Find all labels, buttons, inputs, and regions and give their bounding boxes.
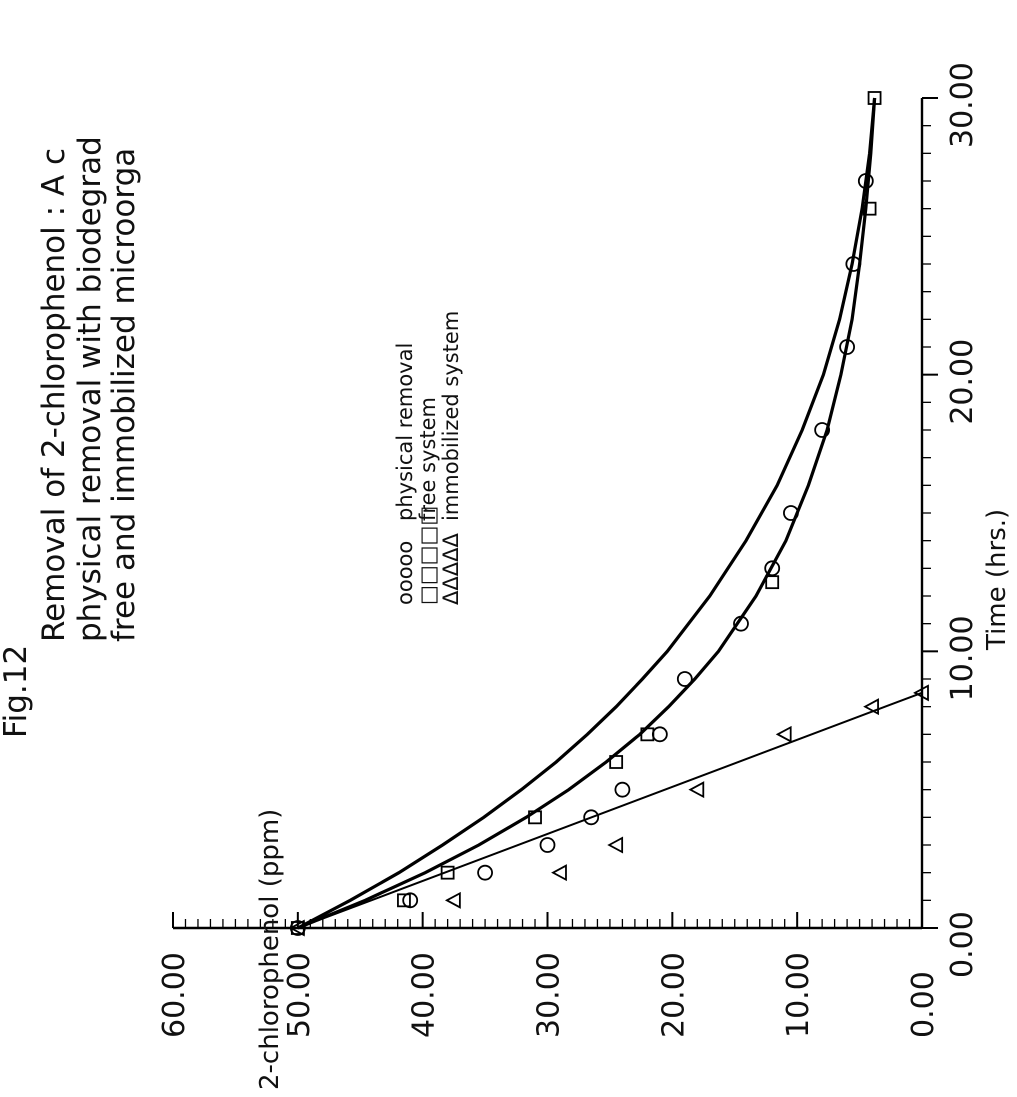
circle-marker — [651, 726, 668, 743]
legend-marker-text: □□□□□ — [416, 506, 440, 605]
ppm-axis-title: 2-chlorophenol (ppm) — [255, 809, 285, 1090]
legend-label: immobilized system — [439, 311, 463, 521]
circle-marker — [839, 339, 855, 355]
square-marker — [867, 91, 882, 105]
triangle-marker — [688, 781, 705, 799]
time-axis-title: Time (hrs.) — [982, 509, 1012, 651]
fit-curve-circle — [297, 97, 877, 930]
square-marker — [765, 575, 780, 590]
ppm-tick-label: 50.00 — [282, 952, 317, 1038]
triangle-marker — [607, 836, 624, 854]
square-marker — [528, 810, 542, 825]
time-tick-label: 10.00 — [945, 615, 980, 701]
circle-marker — [733, 615, 749, 632]
triangle-marker — [444, 891, 461, 909]
legend-label: free system — [416, 397, 440, 521]
circle-marker — [402, 892, 419, 909]
axes — [172, 97, 938, 930]
ppm-tick-label: 0.00 — [906, 971, 941, 1038]
ppm-tick-label: 30.00 — [532, 952, 567, 1038]
square-marker — [397, 893, 411, 908]
title-line-2: physical removal with biodegrad — [72, 136, 108, 642]
title-line-1: Removal of 2-chlorophenol : A c — [36, 148, 72, 642]
triangle-marker — [913, 684, 929, 702]
square-marker — [862, 201, 877, 216]
triangle-marker — [775, 725, 792, 743]
ppm-tick-label: 60.00 — [157, 952, 192, 1038]
circle-marker — [676, 671, 693, 687]
ppm-tick-label: 10.00 — [781, 952, 816, 1038]
circle-marker — [614, 781, 631, 798]
time-tick-label: 0.00 — [945, 911, 980, 978]
circle-marker — [845, 256, 862, 272]
circle-marker — [857, 173, 874, 189]
circle-marker — [583, 809, 600, 826]
triangle-marker — [288, 919, 305, 937]
circle-marker — [477, 864, 493, 881]
title-line-0: Fig.12 — [0, 645, 34, 738]
legend-item: □□□□□free system — [416, 397, 440, 605]
square-marker — [640, 727, 655, 742]
fit-curve-square — [297, 97, 877, 930]
triangle-marker — [551, 864, 567, 882]
title-line-3: free and immobilized microorga — [106, 148, 142, 642]
ppm-tick-label: 20.00 — [656, 952, 691, 1038]
axis-labels: 0.00 10.00 20.00 30.00 40.00 50.00 60.00 0.00 10… — [157, 62, 1012, 1090]
square-marker — [440, 865, 455, 880]
triangle-marker — [863, 698, 879, 716]
legend-item: ΔΔΔΔΔ immobilized system — [439, 311, 463, 605]
fit-curves — [297, 97, 923, 930]
time-tick-label: 30.00 — [945, 62, 980, 148]
circle-marker — [783, 505, 799, 521]
legend-label: physical removal — [393, 343, 417, 521]
legend-item: ooooo physical removal — [393, 343, 417, 605]
fit-curve-triangle — [297, 691, 923, 929]
data-markers — [288, 91, 929, 937]
circle-marker — [814, 422, 831, 438]
circle-marker — [539, 837, 556, 853]
time-tick-label: 20.00 — [945, 339, 980, 425]
legend-marker-text: ΔΔΔΔΔ — [439, 533, 463, 605]
legend-marker-text: ooooo — [393, 541, 417, 605]
square-marker — [609, 755, 624, 769]
ppm-tick-label: 40.00 — [407, 952, 442, 1038]
